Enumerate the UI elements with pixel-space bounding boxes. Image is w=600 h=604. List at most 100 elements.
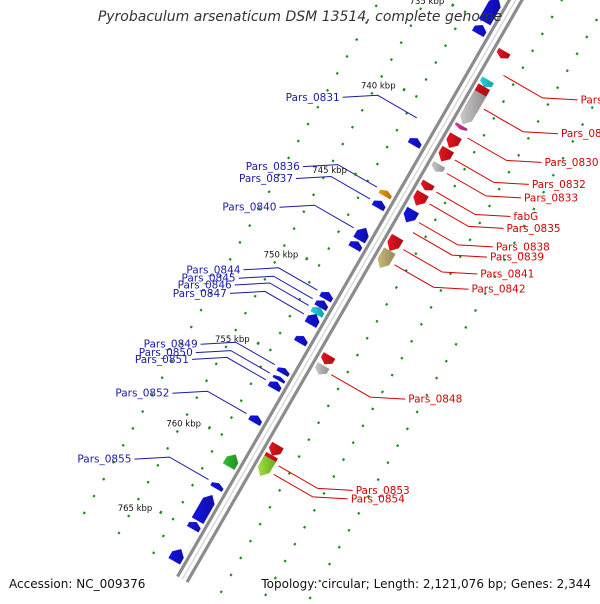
tick-mark [453,27,457,31]
tick-mark [497,187,501,191]
gene-label[interactable]: Pars_0849 [144,339,198,351]
gene-label[interactable]: Pars_0833 [524,192,578,204]
gene-label[interactable]: Pars_0828 [580,94,600,106]
gene-feature[interactable] [438,145,455,162]
tick-mark [273,260,277,264]
gene-label[interactable]: Pars_0840 [222,202,276,214]
tick-mark [370,91,374,95]
tick-mark [580,122,585,127]
gene-feature[interactable] [348,241,363,252]
gene-label[interactable]: Pars_0832 [532,179,586,191]
gene-label[interactable]: Pars_0829 [561,128,600,140]
gene-label[interactable]: Pars_0850 [139,347,193,359]
gene-label[interactable]: fabG [513,211,538,223]
tick-mark [517,153,521,157]
gene-label[interactable]: Pars_0852 [115,388,169,400]
gene-label[interactable]: Pars_0831 [286,92,340,104]
gene-feature[interactable] [431,161,446,172]
gene-feature[interactable] [315,362,330,375]
tick-mark [483,292,487,296]
gene-feature[interactable] [454,122,468,132]
feature-track [168,0,511,565]
gene-label[interactable]: Pars_0855 [77,454,131,466]
gene-feature[interactable] [210,482,224,492]
gene-feature[interactable] [480,76,494,88]
gene-feature[interactable] [378,189,392,200]
gene-label[interactable]: Pars_0853 [356,485,410,497]
tick-mark [550,15,554,19]
gene-feature[interactable] [403,206,420,223]
tick-mark [410,339,414,343]
tick-mark [303,525,307,529]
gene-feature[interactable] [320,352,336,365]
gene-feature[interactable] [268,441,284,456]
gene-feature[interactable] [257,455,277,476]
tick-mark [375,162,379,166]
gene-label[interactable]: Pars_0847 [173,288,227,300]
gene-feature[interactable] [168,549,184,565]
tick-mark [405,427,409,431]
gene-label[interactable]: Pars_0854 [351,493,405,505]
gene-label[interactable]: Pars_0846 [178,279,232,291]
gene-label[interactable]: Pars_0838 [496,241,550,253]
gene-feature[interactable] [460,90,487,125]
gene-feature[interactable] [186,521,201,533]
gene-label[interactable]: Pars_0844 [186,264,240,276]
scale-tick [304,256,309,261]
gene-label[interactable]: Pars_0845 [182,273,236,285]
gene-feature[interactable] [353,227,369,244]
label-leader-line [229,290,305,315]
tick-mark [540,32,544,36]
gene-feature[interactable] [377,247,396,268]
tick-mark [346,370,350,374]
gene-feature[interactable] [407,138,422,149]
tick-mark [327,246,331,251]
gene-feature[interactable] [413,189,429,206]
tick-mark [424,77,428,82]
label-leader-line [238,275,313,300]
tick-mark [347,528,351,532]
tick-mark [296,139,300,143]
label-leader-line [342,94,417,119]
gene-label[interactable]: Pars_0830 [544,157,598,169]
gene-feature[interactable] [267,381,282,393]
gene-label[interactable]: Pars_0839 [490,252,544,264]
gene-feature[interactable] [471,24,487,38]
gene-label[interactable]: Pars_0837 [239,173,293,185]
gene-feature[interactable] [272,374,286,384]
gene-feature[interactable] [496,47,511,59]
gene-feature[interactable] [276,367,290,377]
gene-label[interactable]: Pars_0836 [246,161,300,173]
tick-mark [350,125,355,129]
tick-mark [141,409,145,414]
gene-feature[interactable] [293,335,308,347]
gene-label[interactable]: Pars_0848 [408,394,462,406]
tick-mark [312,193,316,197]
gene-feature[interactable] [222,454,239,470]
scale-label: 760 kbp [166,420,201,430]
tick-mark [278,488,282,492]
gene-feature[interactable] [304,314,320,328]
tick-mark [415,410,419,414]
gene-feature[interactable] [478,0,501,26]
tick-mark [521,66,525,70]
gene-feature[interactable] [371,200,386,212]
scale-label: 765 kbp [118,504,153,514]
gene-feature[interactable] [420,179,435,191]
gene-label[interactable]: Pars_0851 [135,354,189,366]
gene-feature[interactable] [387,233,404,252]
tick-mark [326,404,330,408]
tick-mark [444,359,448,363]
gene-feature[interactable] [191,494,215,525]
gene-feature[interactable] [446,132,462,148]
gene-label[interactable]: Pars_0835 [507,223,561,235]
label-leader-line [278,465,353,491]
gene-feature[interactable] [319,291,334,303]
tick-mark [263,277,267,281]
gene-label[interactable]: Pars_0841 [480,269,534,281]
tick-mark [331,159,335,163]
gene-feature[interactable] [248,415,263,427]
tick-mark [248,539,252,543]
gene-label[interactable]: Pars_0842 [471,284,525,296]
tick-mark [111,460,116,464]
